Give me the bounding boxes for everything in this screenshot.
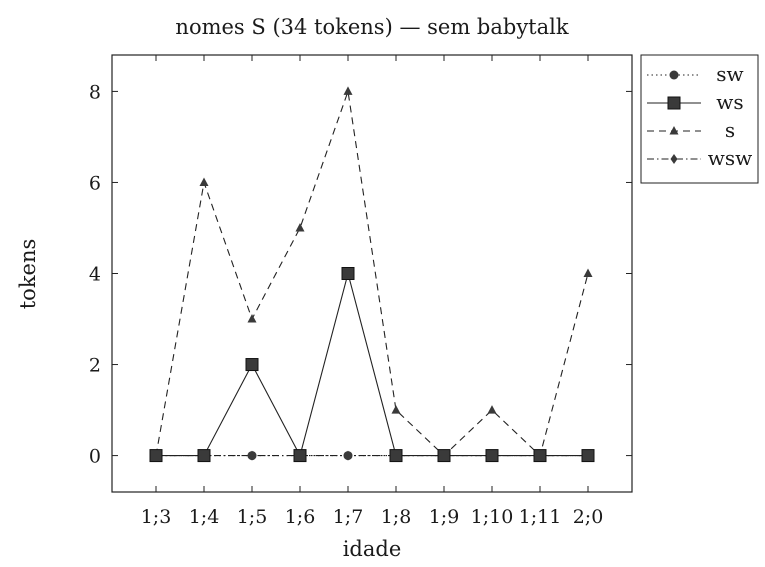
legend-label-wsw: wsw [708, 146, 753, 170]
data-point-ws [389, 449, 403, 463]
x-axis: 1;3 1;4 1;5 1;6 1;7 1;8 1;9 1;10 1;11 2;0 [141, 55, 604, 528]
data-point-ws [149, 449, 163, 463]
y-tick-label: 8 [89, 81, 101, 103]
data-point-ws [293, 449, 307, 463]
legend-box [640, 54, 759, 184]
legend-label-sw: sw [716, 62, 743, 86]
data-point-sw [343, 451, 353, 461]
legend: sw ws s wsw [640, 54, 759, 184]
series-layer [149, 86, 595, 463]
x-tick-label: 1;7 [333, 506, 364, 528]
plot-frame [111, 54, 633, 493]
x-tick-label: 1;9 [429, 506, 460, 528]
series-line-ws [156, 271, 588, 458]
data-point-s [295, 222, 305, 232]
y-tick-label: 4 [89, 264, 101, 286]
y-tick-label: 0 [89, 446, 101, 468]
legend-marker-ws [667, 96, 681, 110]
x-tick-label: 1;11 [519, 506, 562, 528]
x-tick-label: 1;8 [381, 506, 412, 528]
y-tick-label: 2 [89, 355, 101, 377]
series-s [151, 86, 593, 460]
data-point-s [391, 405, 401, 414]
data-point-s [247, 314, 257, 323]
data-point-ws [533, 449, 547, 463]
data-point-s [343, 86, 353, 95]
legend-label-ws: ws [716, 90, 743, 114]
series-line-s [155, 91, 589, 457]
data-point-ws [581, 449, 595, 463]
data-point-ws [245, 358, 259, 372]
x-tick-label: 1;10 [471, 506, 514, 528]
y-axis-title: tokens [16, 239, 40, 310]
y-axis: 0 2 4 6 8 [89, 81, 632, 468]
data-point-ws [197, 449, 211, 463]
data-point-sw [247, 451, 257, 461]
x-tick-label: 1;4 [189, 506, 220, 528]
x-tick-label: 1;6 [285, 506, 316, 528]
legend-marker-wsw [670, 154, 678, 164]
x-axis-title: idade [343, 537, 402, 561]
legend-marker-sw [669, 70, 679, 80]
legend-label-s: s [725, 118, 735, 142]
x-tick-label: 2;0 [573, 506, 604, 528]
data-point-ws [341, 267, 355, 280]
data-point-ws [437, 449, 451, 463]
data-point-s [199, 177, 209, 186]
y-tick-label: 6 [89, 172, 101, 194]
data-point-ws [485, 449, 499, 463]
legend-marker-s [669, 126, 679, 135]
series-ws [149, 267, 595, 463]
chart-title: nomes S (34 tokens) — sem babytalk [175, 15, 568, 39]
x-tick-label: 1;5 [237, 506, 268, 528]
data-point-s [583, 268, 593, 277]
x-tick-label: 1;3 [141, 506, 172, 528]
data-point-s [487, 405, 497, 414]
